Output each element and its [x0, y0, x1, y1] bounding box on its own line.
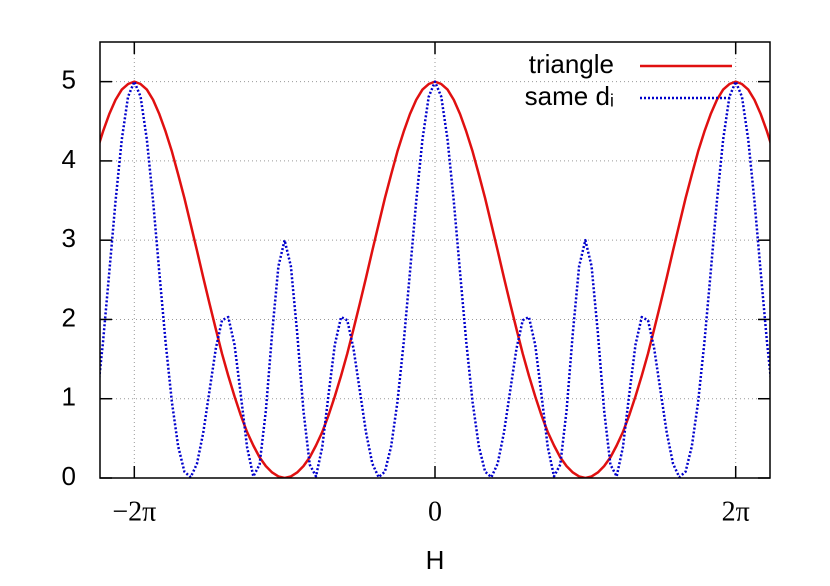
legend-label: triangle [529, 49, 614, 79]
x-tick-label: 0 [428, 496, 442, 527]
y-tick-label: 3 [62, 223, 76, 253]
x-tick-label: 2π [722, 496, 750, 527]
plot-border [99, 41, 771, 479]
y-tick-label: 2 [62, 302, 76, 332]
y-tick-label: 1 [62, 382, 76, 412]
x-axis-label: H [426, 545, 445, 575]
y-tick-label: 4 [62, 144, 76, 174]
x-tick-label: −2π [112, 496, 156, 527]
y-tick-label: 5 [62, 65, 76, 95]
series-line [100, 80, 770, 478]
y-tick-label: 0 [62, 461, 76, 491]
legend-label: same dᵢ [525, 81, 614, 111]
plot-area [100, 80, 770, 478]
